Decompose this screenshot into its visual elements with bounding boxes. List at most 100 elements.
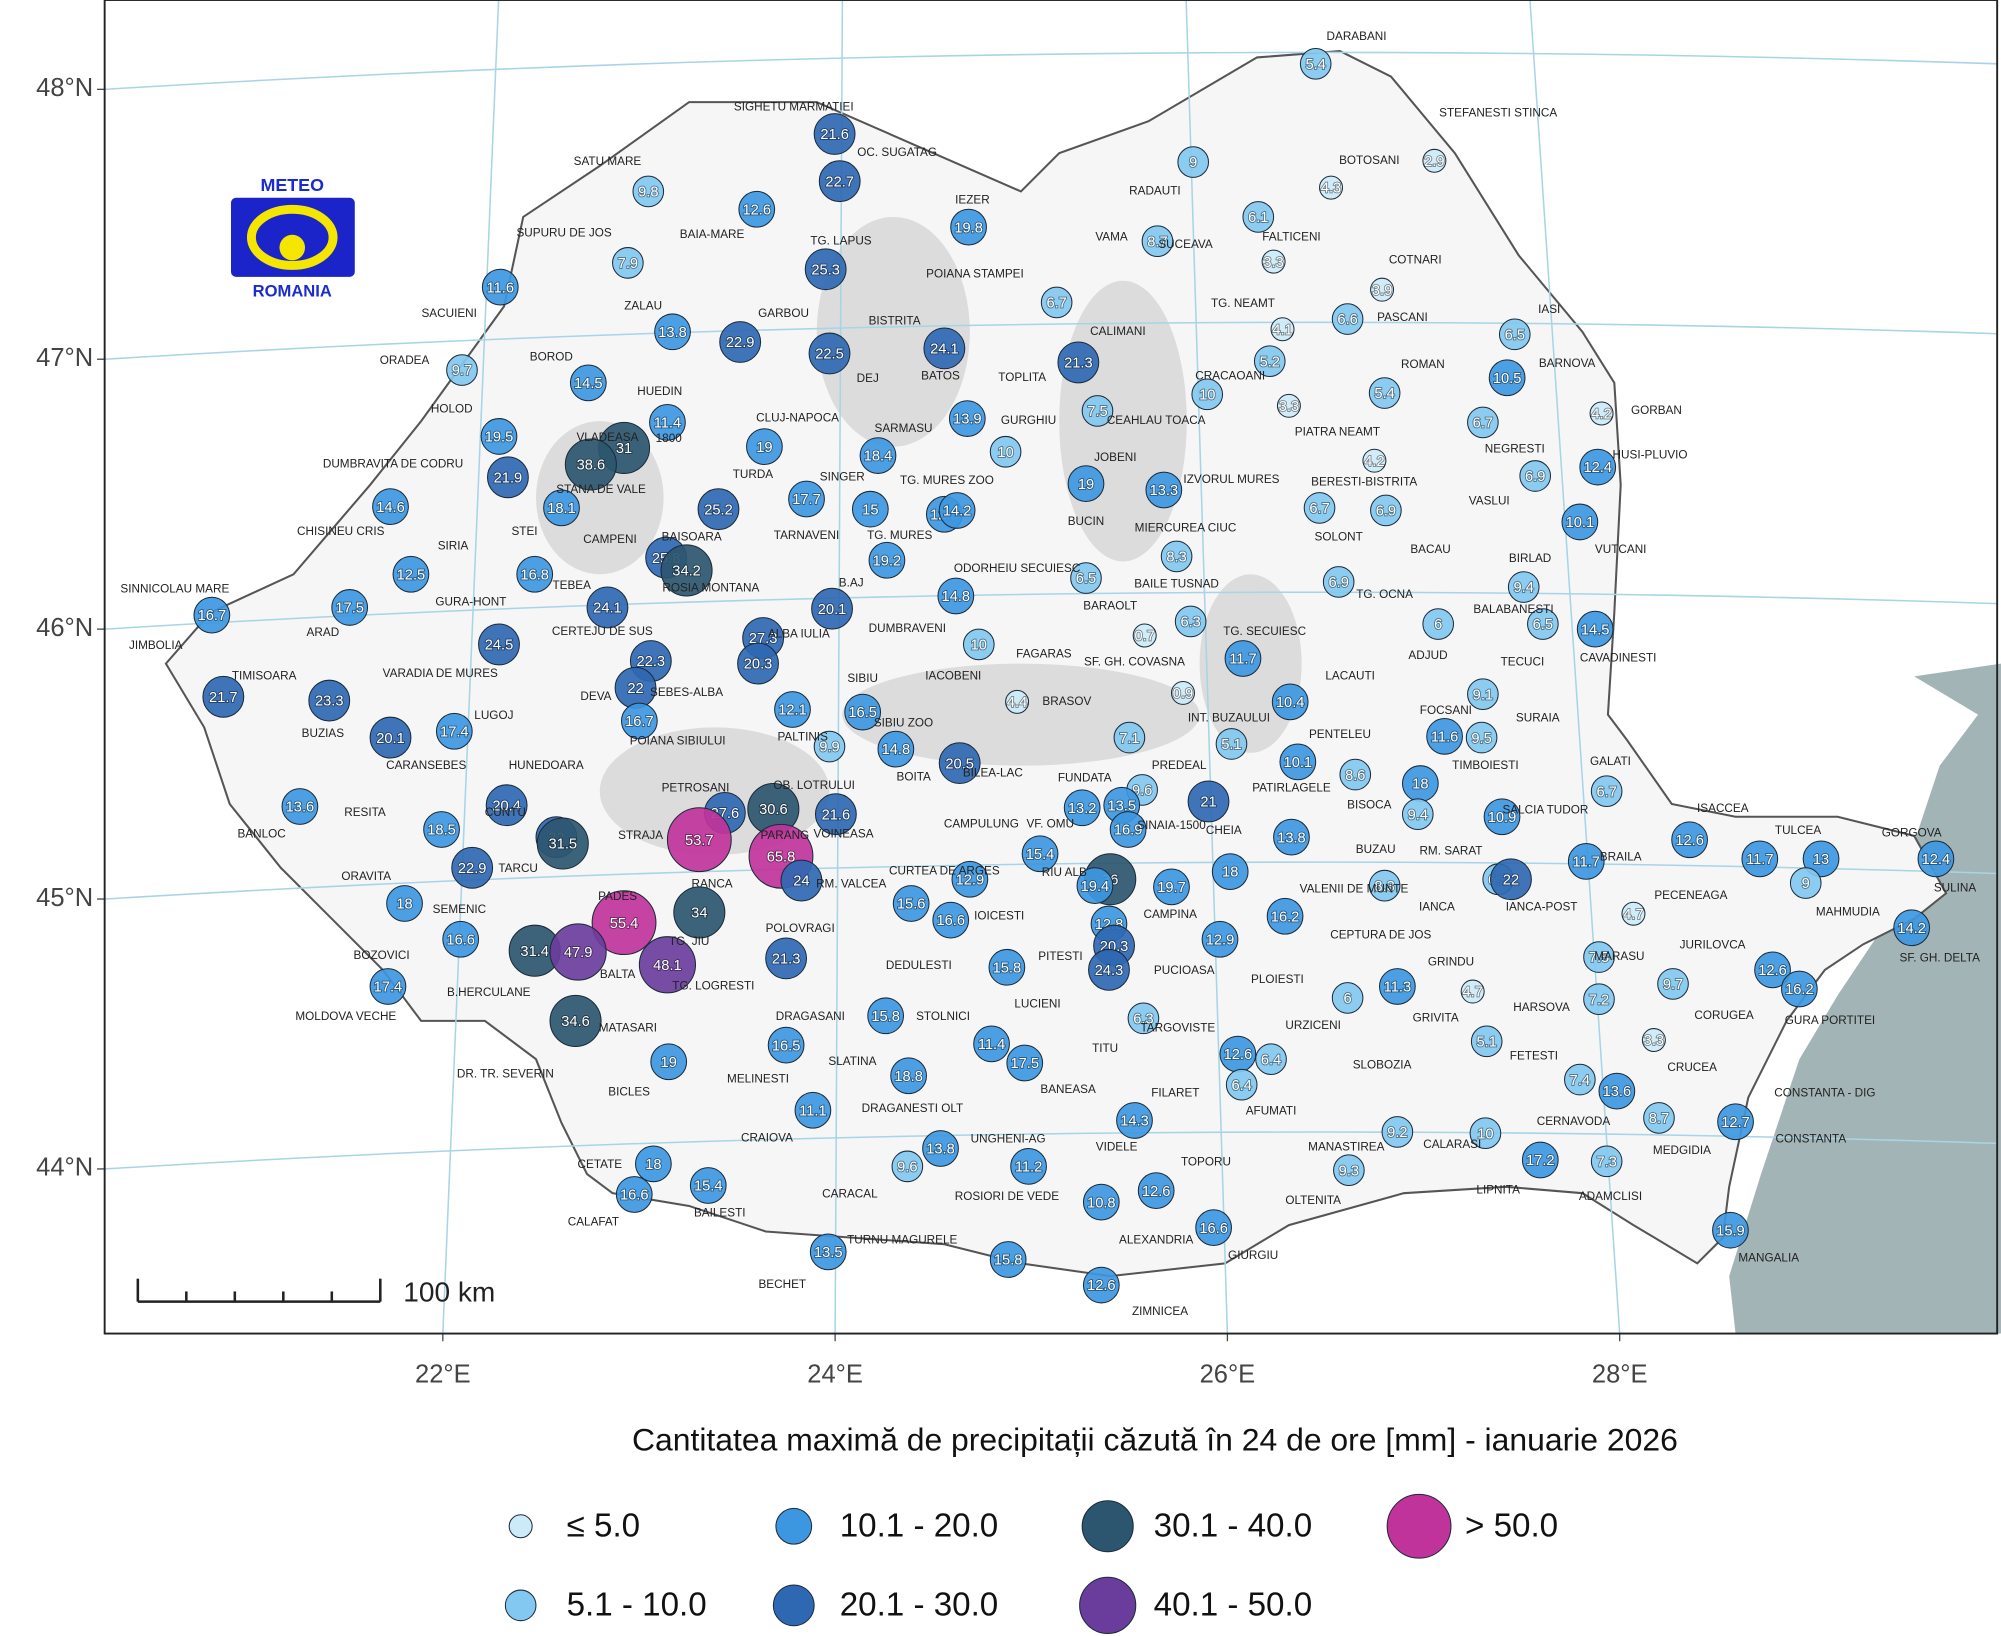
place-name: BAILE TUSNAD bbox=[1134, 578, 1219, 591]
station-value: 15 bbox=[862, 502, 878, 518]
station-value: 22.9 bbox=[458, 861, 487, 877]
station-value: 3.3 bbox=[1644, 1033, 1664, 1049]
station-value: 21.6 bbox=[820, 127, 849, 143]
place-name: ISACCEA bbox=[1697, 802, 1749, 815]
station-marker bbox=[331, 589, 369, 626]
place-name: B.HERCULANE bbox=[447, 986, 531, 999]
station-value: 6.3 bbox=[1180, 615, 1200, 631]
place-name: MARASU bbox=[1594, 950, 1644, 963]
station-value: 17.5 bbox=[1010, 1056, 1039, 1072]
country-area bbox=[164, 50, 1948, 1278]
station-value: 12.9 bbox=[956, 872, 985, 888]
place-name: HUEDIN bbox=[637, 385, 682, 398]
station-marker bbox=[1187, 780, 1230, 823]
station-value: 12.6 bbox=[1087, 1278, 1116, 1294]
station-marker bbox=[938, 492, 976, 529]
map-frame bbox=[103, 0, 1999, 1335]
place-name: SIBIU ZOO bbox=[874, 717, 933, 730]
place-name: RADAUTI bbox=[1129, 185, 1181, 198]
place-name: BUZIAS bbox=[302, 727, 345, 740]
place-name: VARADIA DE MURES bbox=[383, 667, 498, 680]
station-marker bbox=[1381, 1116, 1414, 1148]
station-value: 10 bbox=[1199, 387, 1215, 403]
station-marker bbox=[1005, 689, 1030, 714]
place-name: SIRIA bbox=[438, 539, 469, 552]
place-name: CAVADINESTI bbox=[1580, 652, 1657, 665]
station-marker bbox=[891, 1150, 924, 1183]
place-name: SINNICOLAU MARE bbox=[120, 583, 229, 596]
station-value: 21.7 bbox=[209, 690, 238, 706]
station-marker bbox=[892, 885, 930, 922]
station-marker bbox=[767, 1026, 805, 1064]
station-value: 15.4 bbox=[1026, 847, 1055, 863]
station-value: 19 bbox=[661, 1055, 677, 1071]
station-value: 13.6 bbox=[286, 800, 315, 816]
station-value: 5.4 bbox=[1374, 386, 1394, 402]
place-name: FUNDATA bbox=[1058, 772, 1112, 785]
station-marker bbox=[868, 541, 906, 579]
place-name: ORADEA bbox=[380, 354, 430, 367]
station-marker bbox=[1590, 775, 1623, 808]
station-value: 6.7 bbox=[1046, 296, 1066, 312]
meridian bbox=[1529, 0, 1621, 1334]
station-value: 15.9 bbox=[1716, 1223, 1745, 1239]
place-name: ROSIORI DE VEDE bbox=[955, 1190, 1059, 1203]
station-value: 14.6 bbox=[376, 500, 405, 516]
place-name: TITU bbox=[1092, 1042, 1118, 1055]
place-name: TG. LAPUS bbox=[810, 234, 871, 247]
station-marker bbox=[1564, 1063, 1596, 1096]
place-name: GORGOVA bbox=[1882, 826, 1942, 839]
station-value: 7.3 bbox=[1596, 1154, 1616, 1170]
station-marker bbox=[1040, 286, 1073, 319]
parallel bbox=[104, 1131, 1998, 1170]
place-name: ARAD bbox=[307, 626, 340, 639]
place-name: DUMBRAVITA DE CODRU bbox=[323, 458, 463, 471]
station-marker bbox=[281, 788, 319, 825]
station-marker bbox=[737, 642, 779, 685]
station-value: 21.3 bbox=[772, 952, 801, 968]
place-name: CEAHLAU TOACA bbox=[1107, 414, 1206, 427]
place-name: PADES bbox=[598, 890, 637, 903]
station-marker bbox=[591, 890, 657, 956]
station-value: 12.4 bbox=[1583, 460, 1612, 476]
station-marker bbox=[950, 208, 987, 246]
station-value: 22 bbox=[627, 681, 643, 697]
station-marker bbox=[1598, 1072, 1636, 1110]
station-value: 11.7 bbox=[1746, 852, 1773, 868]
station-marker bbox=[1160, 540, 1193, 573]
station-value: 6 bbox=[1344, 991, 1352, 1007]
place-name: LACAUTI bbox=[1325, 669, 1375, 682]
place-name: TECUCI bbox=[1501, 655, 1545, 668]
station-value: 10.1 bbox=[1284, 755, 1313, 771]
place-name: BALABANESTI bbox=[1473, 603, 1553, 616]
station-value: 65.8 bbox=[767, 849, 796, 865]
place-name: FAGARAS bbox=[1016, 648, 1072, 661]
place-name: RANCA bbox=[692, 877, 733, 890]
place-name: CEPTURA DE JOS bbox=[1330, 928, 1431, 941]
place-name: BERESTI-BISTRITA bbox=[1311, 475, 1417, 488]
station-marker bbox=[543, 489, 580, 527]
place-name: HUSI-PLUVIO bbox=[1613, 449, 1688, 462]
legend-label: > 50.0 bbox=[1465, 1507, 1558, 1544]
station-value: 17.4 bbox=[374, 980, 403, 996]
place-name: STEI bbox=[511, 525, 537, 538]
place-name: NEGRESTI bbox=[1485, 442, 1545, 455]
place-name: CRACAOANI bbox=[1195, 370, 1265, 383]
logo: METEO ROMANIA bbox=[230, 175, 355, 301]
station-value: 22 bbox=[1503, 872, 1519, 888]
place-name: FETESTI bbox=[1510, 1050, 1558, 1063]
station-marker bbox=[765, 937, 808, 980]
station-value: 6.5 bbox=[1533, 617, 1553, 633]
station-marker bbox=[1507, 571, 1540, 603]
place-name: SIBIU bbox=[847, 672, 878, 685]
place-name: ZIMNICEA bbox=[1132, 1305, 1188, 1318]
station-marker bbox=[1527, 608, 1559, 640]
station-value: 6.5 bbox=[1505, 327, 1525, 343]
place-name: TG. JIU bbox=[669, 935, 709, 948]
place-name: BECHET bbox=[758, 1278, 806, 1291]
station-value: 9.1 bbox=[1473, 687, 1493, 703]
station-marker bbox=[446, 354, 478, 386]
station-value: 18 bbox=[396, 897, 412, 913]
station-value: 16.9 bbox=[1114, 823, 1143, 839]
place-name: UNGHENI-AG bbox=[971, 1133, 1046, 1146]
